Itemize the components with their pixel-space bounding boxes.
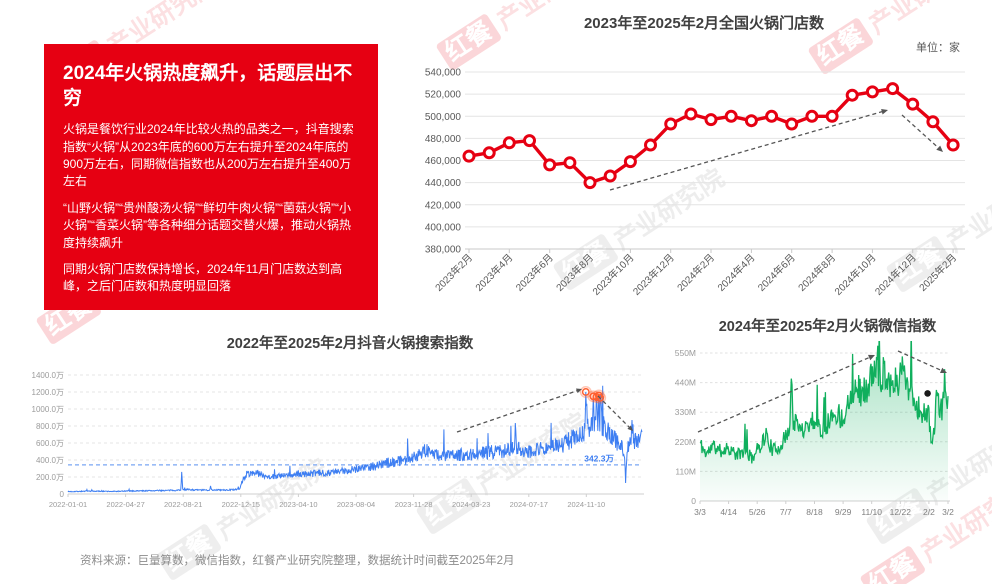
svg-text:2023年8月: 2023年8月 xyxy=(553,251,596,294)
svg-text:540,000: 540,000 xyxy=(425,68,462,79)
svg-text:2024-03-23: 2024-03-23 xyxy=(452,500,490,509)
svg-text:420,000: 420,000 xyxy=(425,200,462,211)
info-card-paragraph: 火锅是餐饮行业2024年比较火热的品类之一，抖音搜索指数“火锅”从2023年底的… xyxy=(63,122,354,189)
svg-text:7/7: 7/7 xyxy=(780,507,792,517)
svg-text:2024-07-17: 2024-07-17 xyxy=(510,500,548,509)
svg-text:2022-12-15: 2022-12-15 xyxy=(222,500,260,509)
svg-text:3/3: 3/3 xyxy=(694,507,706,517)
info-card-paragraph: 同期火锅门店数保持增长，2024年11月门店数达到高峰，之后门店数和热度明显回落 xyxy=(63,261,343,294)
svg-text:2024年8月: 2024年8月 xyxy=(795,251,838,294)
svg-text:2023-04-10: 2023-04-10 xyxy=(279,500,317,509)
store-chart-unit-label: 单位：家 xyxy=(916,42,960,54)
svg-text:600.0万: 600.0万 xyxy=(36,439,64,448)
svg-text:2025年2月: 2025年2月 xyxy=(916,251,959,294)
svg-text:2024-11-10: 2024-11-10 xyxy=(567,500,605,509)
svg-text:2022-01-01: 2022-01-01 xyxy=(49,500,87,509)
svg-text:400,000: 400,000 xyxy=(425,222,462,233)
svg-text:110M: 110M xyxy=(675,466,696,476)
svg-text:2023年4月: 2023年4月 xyxy=(472,251,515,294)
svg-text:220M: 220M xyxy=(675,437,696,447)
svg-text:2024年6月: 2024年6月 xyxy=(755,251,798,294)
svg-text:2/2: 2/2 xyxy=(923,507,935,517)
svg-text:400.0万: 400.0万 xyxy=(36,456,64,465)
svg-text:200.0万: 200.0万 xyxy=(36,473,64,482)
svg-text:2023-08-04: 2023-08-04 xyxy=(337,500,375,509)
svg-text:550M: 550M xyxy=(675,348,696,358)
svg-text:0: 0 xyxy=(691,496,696,506)
store-chart-title: 2023年至2025年2月全国火锅门店数 xyxy=(583,15,825,32)
svg-text:2024年10月: 2024年10月 xyxy=(832,251,879,298)
svg-text:1000.0万: 1000.0万 xyxy=(32,405,64,414)
svg-text:9/29: 9/29 xyxy=(835,507,852,517)
svg-text:2023年12月: 2023年12月 xyxy=(630,251,677,298)
svg-text:5/26: 5/26 xyxy=(749,507,766,517)
svg-text:342.3万: 342.3万 xyxy=(584,453,614,463)
svg-text:520,000: 520,000 xyxy=(425,90,462,101)
info-card: 2024年火锅热度飙升，话题层出不穷 火锅是餐饮行业2024年比较火热的品类之一… xyxy=(44,44,378,310)
store-chart-plot: 540,000 520,000 500,000 480,000 460,000 440,0… xyxy=(425,68,965,298)
svg-text:3/2: 3/2 xyxy=(942,507,954,517)
svg-text:2023年6月: 2023年6月 xyxy=(513,251,556,294)
svg-text:2024年4月: 2024年4月 xyxy=(715,251,758,294)
svg-text:500,000: 500,000 xyxy=(425,112,462,123)
wechat-chart-title: 2024年至2025年2月火锅微信指数 xyxy=(718,319,937,335)
svg-text:12/22: 12/22 xyxy=(890,507,912,517)
svg-text:460,000: 460,000 xyxy=(425,156,462,167)
svg-text:1400.0万: 1400.0万 xyxy=(32,371,64,380)
svg-text:1200.0万: 1200.0万 xyxy=(32,388,64,397)
douyin-index-chart: 2022年至2025年2月抖音火锅搜索指数 1400.0万 1200.0万 1000… xyxy=(30,332,670,532)
svg-text:8/18: 8/18 xyxy=(806,507,823,517)
svg-text:0: 0 xyxy=(60,490,65,499)
svg-text:2023年2月: 2023年2月 xyxy=(432,251,475,294)
svg-text:2024年12月: 2024年12月 xyxy=(872,251,919,298)
svg-text:2024年2月: 2024年2月 xyxy=(674,251,717,294)
brand-logo: 红餐 xyxy=(858,544,927,584)
svg-text:2023-11-28: 2023-11-28 xyxy=(395,500,433,509)
svg-text:480,000: 480,000 xyxy=(425,134,462,145)
svg-text:800.0万: 800.0万 xyxy=(36,422,64,431)
source-text: 资料来源：巨量算数，微信指数，红餐产业研究院整理，数据统计时间截至2025年2月 xyxy=(80,555,515,567)
info-card-title: 2024年火锅热度飙升，话题层出不穷 xyxy=(63,63,353,110)
svg-text:380,000: 380,000 xyxy=(425,245,462,256)
douyin-chart-plot: 1400.0万 1200.0万 1000.0万 800.0万 600.0万 400.0万 2… xyxy=(32,371,644,509)
svg-text:2022-04-27: 2022-04-27 xyxy=(106,500,144,509)
info-card-paragraph: “山野火锅”“贵州酸汤火锅”“鲜切牛肉火锅”“菌菇火锅”“小火锅”“香菜火锅”等… xyxy=(63,200,351,250)
svg-text:440M: 440M xyxy=(675,378,696,388)
svg-text:330M: 330M xyxy=(675,407,696,417)
store-count-chart: 2023年至2025年2月全国火锅门店数 单位：家 540,000 520,000… xyxy=(420,12,988,312)
svg-text:2023年10月: 2023年10月 xyxy=(590,251,637,298)
svg-text:2022-08-21: 2022-08-21 xyxy=(164,500,202,509)
wechat-chart-plot: 550M 440M 330M 220M 110M 03/3 4/14 5/26 7/7 8/18 9… xyxy=(675,341,954,517)
wechat-index-chart: 2024年至2025年2月火锅微信指数 550M 440M 330M 220M 110M… xyxy=(665,315,990,530)
svg-text:4/14: 4/14 xyxy=(720,507,737,517)
svg-text:440,000: 440,000 xyxy=(425,178,462,189)
douyin-chart-title: 2022年至2025年2月抖音火锅搜索指数 xyxy=(226,336,474,352)
svg-text:11/10: 11/10 xyxy=(861,507,882,517)
